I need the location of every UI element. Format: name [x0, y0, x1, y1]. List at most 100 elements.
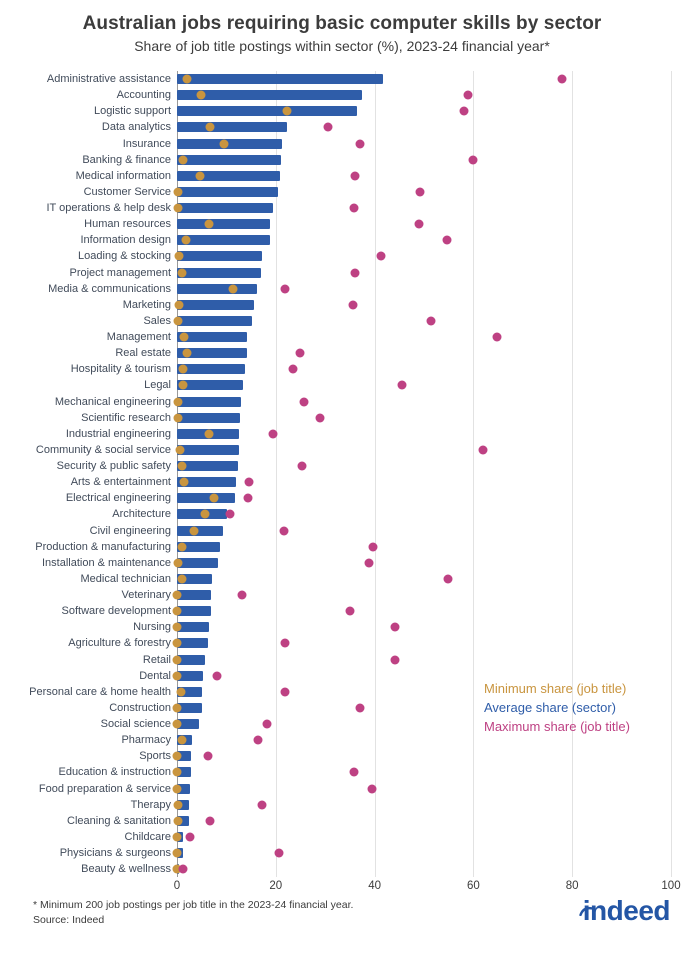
category-label: Insurance [122, 137, 171, 150]
avg-bar [177, 154, 282, 165]
avg-bar [177, 606, 212, 617]
avg-bar [177, 380, 244, 391]
max-dot [350, 268, 360, 278]
row-track [177, 490, 671, 506]
max-dot [280, 284, 290, 294]
x-tick-label: 80 [565, 880, 579, 892]
min-dot [177, 574, 187, 584]
category-label: Information design [80, 234, 172, 247]
row-track [177, 539, 671, 555]
chart-row: Physicians & surgeons [0, 845, 684, 861]
legend-item-min: Minimum share (job title) [484, 681, 627, 696]
min-dot [177, 461, 187, 471]
chart-row: Community & social service [0, 442, 684, 458]
min-dot [204, 219, 214, 229]
chart-row: Pharmacy [0, 732, 684, 748]
chart-row: Installation & maintenance [0, 555, 684, 571]
chart-row: Insurance [0, 136, 684, 152]
chart-row: Sports [0, 748, 684, 764]
max-dot [348, 300, 358, 310]
category-label: Production & manufacturing [35, 540, 171, 553]
avg-bar [177, 235, 270, 246]
gridline [473, 71, 475, 877]
category-label: Sales [143, 314, 171, 327]
x-axis-ticks: 0 20 40 60 80 100 [174, 877, 681, 897]
max-dot [557, 74, 567, 84]
min-dot [228, 284, 238, 294]
chart-row: Banking & finance [0, 152, 684, 168]
row-track [173, 813, 671, 829]
category-label: Legal [144, 379, 171, 392]
chart-title: Australian jobs requiring basic computer… [82, 13, 602, 34]
max-dot [349, 203, 359, 213]
row-track [177, 329, 671, 345]
row-track [173, 410, 671, 426]
max-dot [268, 429, 278, 439]
row-track [172, 845, 671, 861]
min-dot [172, 751, 182, 761]
row-track [176, 684, 671, 700]
max-dot [299, 397, 309, 407]
min-dot [177, 542, 187, 552]
min-dot [182, 348, 192, 358]
max-dot [414, 219, 424, 229]
row-track [177, 361, 671, 377]
row-track [174, 248, 671, 264]
row-track [177, 103, 671, 119]
chart-area: Administrative assistance Accounting Logis… [0, 71, 684, 877]
avg-bar [177, 557, 218, 568]
row-track [177, 345, 671, 361]
avg-bar [177, 138, 282, 149]
chart-footer: * Minimum 200 job postings per job title… [0, 896, 684, 928]
max-dot [295, 348, 304, 358]
avg-bar [177, 283, 258, 294]
chart-row: Software development [0, 603, 684, 619]
chart-row: Scientific research [0, 410, 684, 426]
min-dot [195, 171, 205, 181]
chart-row: Project management [0, 265, 684, 281]
min-dot [209, 493, 219, 503]
category-label: Medical information [75, 169, 171, 182]
min-dot [173, 800, 183, 810]
footnote: * Minimum 200 job postings per job title… [33, 899, 354, 911]
category-label: Personal care & home health [29, 685, 171, 698]
avg-bar [177, 751, 192, 762]
avg-bar [177, 348, 248, 359]
chart-row: Mechanical engineering [0, 394, 684, 410]
chart-row: Architecture [0, 506, 684, 522]
row-track [172, 652, 671, 668]
min-dot [200, 509, 210, 519]
max-dot [390, 622, 400, 632]
row-track [177, 458, 671, 474]
min-dot [179, 477, 189, 487]
min-dot [189, 526, 199, 536]
category-label: Administrative assistance [46, 73, 171, 86]
min-dot [174, 300, 184, 310]
max-dot [274, 848, 284, 858]
chart-row: Personal care & home health [0, 684, 684, 700]
min-dot [204, 429, 214, 439]
category-label: Human resources [84, 218, 171, 231]
category-label: Veterinary [121, 589, 171, 602]
max-dot [442, 235, 452, 245]
category-label: Hospitality & tourism [70, 363, 171, 376]
row-track [177, 216, 671, 232]
category-label: Retail [142, 653, 171, 666]
avg-bar [177, 622, 210, 633]
min-dot [173, 316, 183, 326]
chart-figure: Australian jobs requiring basic computer… [0, 11, 684, 928]
row-track [173, 394, 671, 410]
avg-bar [177, 90, 363, 101]
avg-bar [177, 315, 253, 326]
gridline [671, 71, 672, 877]
min-dot [172, 848, 182, 858]
min-dot [182, 74, 192, 84]
max-dot [368, 542, 378, 552]
avg-bar [177, 670, 204, 681]
avg-bar [177, 783, 190, 794]
max-dot [253, 735, 263, 745]
avg-bar [177, 541, 221, 552]
gridline [275, 71, 277, 877]
category-label: Sports [139, 750, 171, 763]
row-track [172, 764, 671, 780]
